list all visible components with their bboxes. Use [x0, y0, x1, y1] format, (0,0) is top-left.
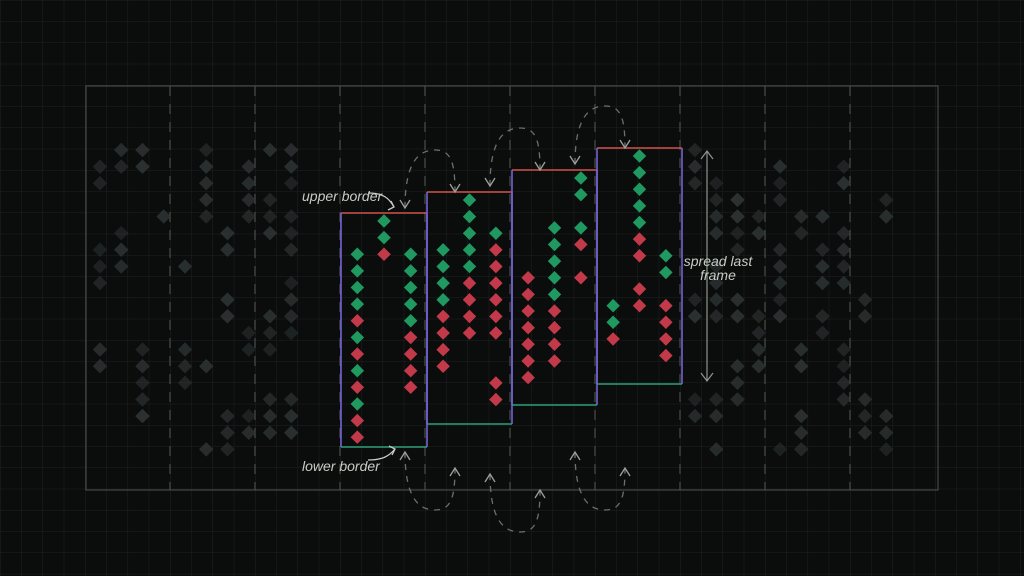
- svg-text:upper border: upper border: [302, 188, 384, 204]
- svg-text:frame: frame: [700, 267, 736, 283]
